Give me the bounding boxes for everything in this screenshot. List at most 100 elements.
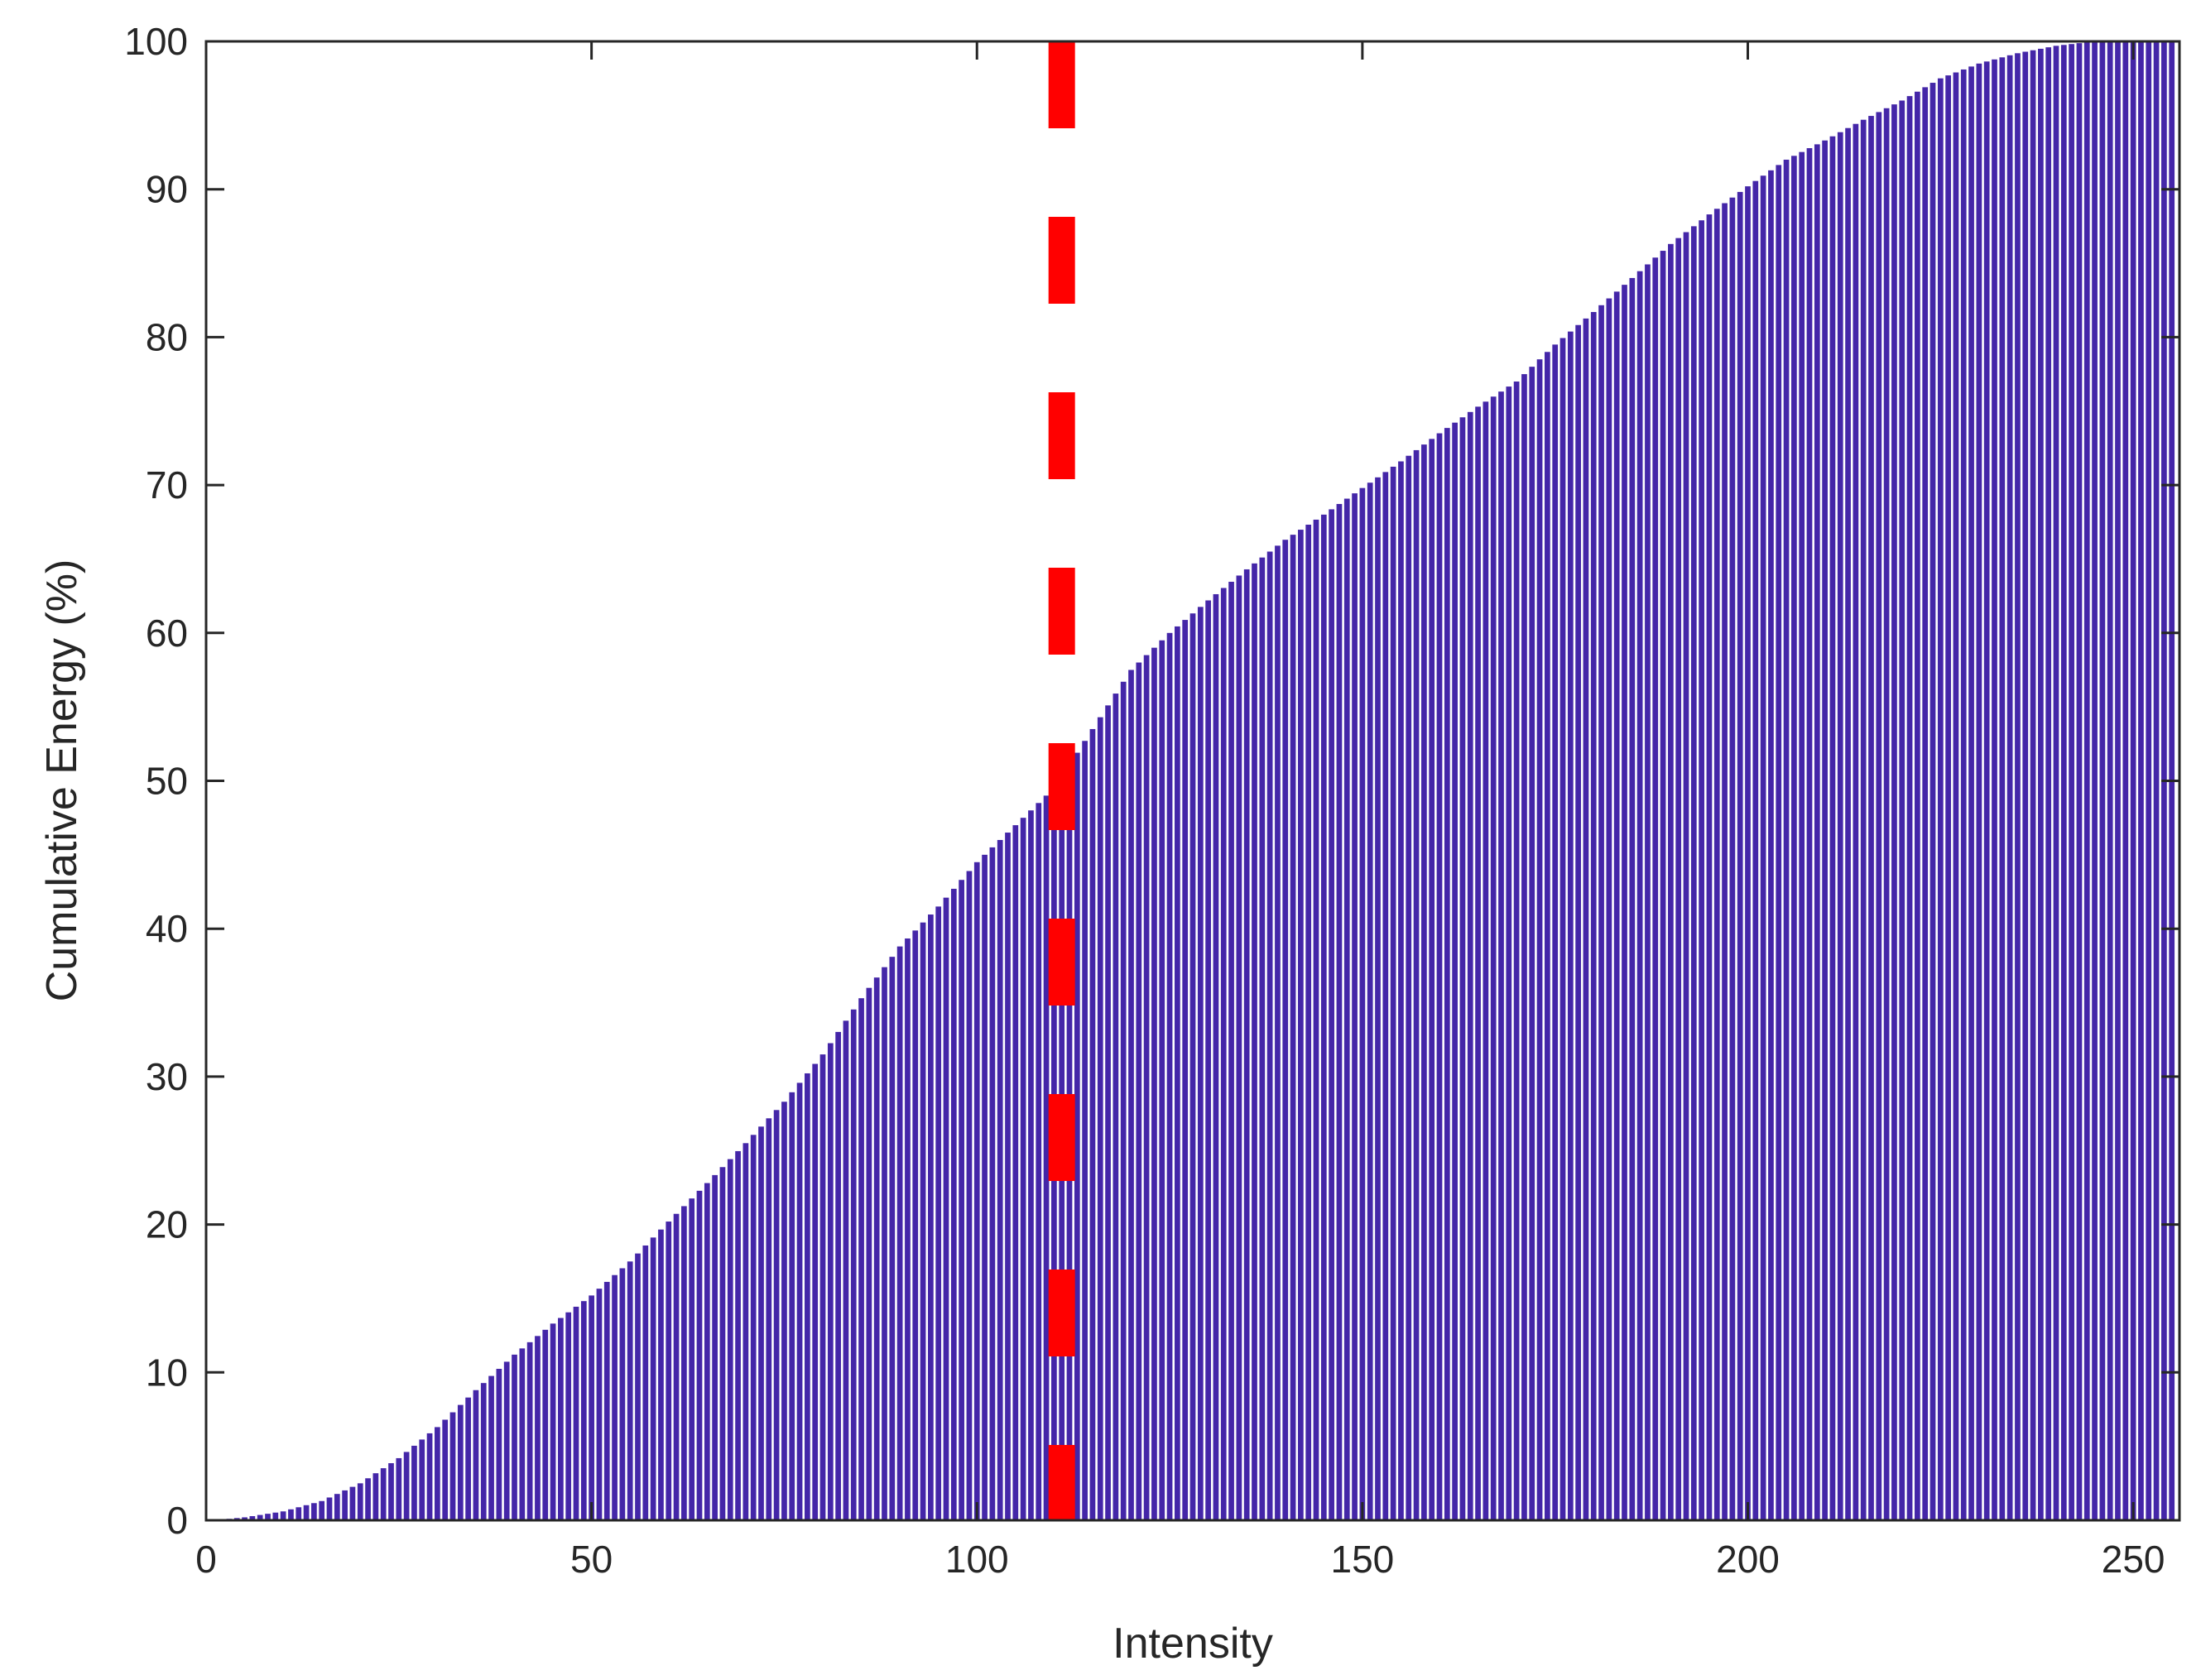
bar-128	[1189, 613, 1196, 1521]
bar-30	[435, 1427, 440, 1520]
bar-167	[1490, 396, 1497, 1520]
bar-11	[288, 1509, 294, 1520]
bar-15	[319, 1500, 325, 1520]
bar-38	[496, 1369, 502, 1520]
bar-208	[1806, 148, 1813, 1520]
bar-179	[1583, 318, 1589, 1520]
bar-116	[1097, 717, 1103, 1520]
bar-28	[419, 1439, 425, 1520]
bar-107	[1028, 810, 1034, 1520]
bar-114	[1082, 741, 1088, 1520]
y-axis-title: Cumulative Energy (%)	[38, 559, 86, 1002]
bar-70	[742, 1143, 749, 1520]
ticks-layer	[204, 40, 2179, 1522]
bar-149	[1352, 493, 1358, 1520]
bar-234	[2006, 55, 2013, 1520]
bar-47	[565, 1312, 572, 1520]
bar-196	[1713, 209, 1720, 1520]
x-tick-label-50: 50	[570, 1538, 613, 1581]
bar-228	[1960, 69, 1967, 1521]
bar-83	[843, 1020, 849, 1520]
bar-26	[403, 1452, 410, 1520]
bar-197	[1722, 203, 1728, 1520]
bar-166	[1483, 401, 1489, 1520]
bar-231	[1983, 61, 1990, 1520]
bar-247	[2107, 41, 2113, 1520]
bar-146	[1329, 509, 1334, 1521]
bar-249	[2122, 41, 2129, 1520]
bar-190	[1668, 243, 1674, 1520]
bar-29	[426, 1433, 433, 1520]
bar-243	[2076, 43, 2083, 1520]
bar-131	[1213, 593, 1219, 1520]
bar-198	[1729, 197, 1736, 1521]
bar-191	[1675, 238, 1682, 1520]
bar-139	[1275, 545, 1281, 1520]
bar-89	[889, 957, 896, 1520]
bar-235	[2015, 53, 2021, 1520]
bar-62	[681, 1206, 687, 1520]
bar-221	[1906, 96, 1913, 1521]
bar-170	[1513, 382, 1520, 1520]
bar-159	[1429, 439, 1435, 1520]
bar-160	[1436, 433, 1443, 1520]
bar-42	[526, 1342, 533, 1520]
bar-108	[1036, 803, 1042, 1520]
bar-124	[1159, 640, 1165, 1520]
bar-180	[1590, 312, 1597, 1520]
bar-6	[249, 1516, 256, 1520]
y-tick-label-80: 80	[146, 315, 188, 358]
x-tick-label-200: 200	[1716, 1538, 1780, 1581]
bar-20	[357, 1483, 363, 1520]
bar-79	[812, 1063, 819, 1520]
bar-194	[1699, 220, 1704, 1521]
bar-184	[1622, 285, 1627, 1520]
bar-16	[326, 1497, 333, 1520]
bar-212	[1837, 132, 1843, 1521]
bar-154	[1390, 466, 1396, 1521]
bar-250	[2130, 41, 2136, 1520]
bar-134	[1236, 575, 1242, 1521]
bar-99	[966, 871, 973, 1520]
bar-73	[766, 1118, 772, 1520]
bar-241	[2060, 45, 2067, 1520]
bar-82	[835, 1031, 841, 1520]
y-tick-label-90: 90	[146, 168, 188, 211]
bar-43	[535, 1336, 541, 1520]
bar-66	[712, 1174, 718, 1520]
bar-104	[1005, 833, 1011, 1520]
bar-57	[642, 1245, 649, 1520]
bar-56	[635, 1253, 641, 1520]
bar-210	[1822, 140, 1828, 1521]
bar-192	[1683, 232, 1689, 1520]
bar-164	[1467, 411, 1473, 1520]
bar-54	[619, 1268, 626, 1520]
x-axis-title: Intensity	[1113, 1620, 1273, 1668]
bar-176	[1559, 338, 1566, 1521]
bar-122	[1143, 655, 1150, 1520]
bar-52	[603, 1281, 610, 1520]
bar-205	[1783, 159, 1790, 1521]
bar-233	[1999, 57, 2006, 1520]
bar-135	[1243, 569, 1250, 1521]
bar-75	[781, 1102, 787, 1520]
bar-203	[1768, 170, 1774, 1521]
bar-238	[2038, 48, 2044, 1520]
bar-242	[2069, 44, 2074, 1521]
bar-41	[519, 1348, 526, 1520]
bar-65	[704, 1183, 710, 1520]
bar-55	[627, 1261, 633, 1520]
bar-67	[719, 1167, 726, 1520]
bar-39	[503, 1361, 510, 1520]
bar-101	[982, 854, 988, 1520]
bar-213	[1845, 127, 1851, 1521]
bar-183	[1613, 291, 1620, 1520]
bar-25	[396, 1457, 402, 1520]
y-tick-label-40: 40	[146, 907, 188, 950]
bar-223	[1922, 87, 1929, 1520]
bar-9	[272, 1512, 279, 1520]
bar-162	[1452, 422, 1458, 1521]
bar-118	[1113, 694, 1119, 1520]
